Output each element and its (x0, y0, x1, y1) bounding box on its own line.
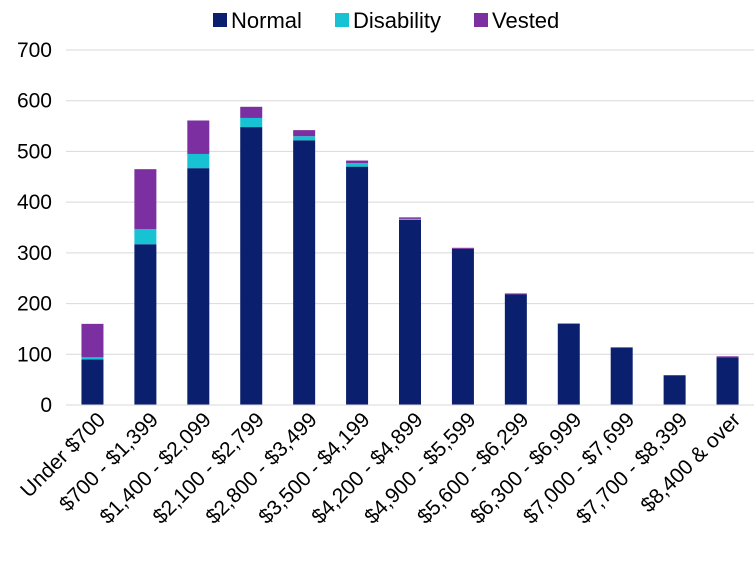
bar-disability-3-500-4-199 (346, 163, 369, 167)
bar-vested-8-400-over (716, 356, 739, 358)
bar-vested-5-600-6-299 (504, 293, 527, 295)
bar-vested-700-1-399 (134, 169, 157, 230)
bar-vested-2-800-3-499 (293, 130, 316, 137)
y-tick-label-500: 500 (17, 140, 52, 163)
legend-label-vested: Vested (492, 8, 559, 33)
legend-swatch-normal (213, 13, 227, 27)
bar-normal-2-100-2-799 (240, 127, 263, 405)
bar-disability-700-1-399 (134, 229, 157, 245)
bar-normal-1-400-2-099 (187, 168, 210, 405)
bar-vested-7-000-7-699 (610, 347, 633, 348)
legend-swatch-vested (474, 13, 488, 27)
y-axis: 0 100 200 300 400 500 600 700 (17, 39, 52, 417)
bar-disability-1-400-2-099 (187, 153, 210, 169)
bar-normal-7-700-8-399 (663, 375, 686, 405)
bar-vested-2-100-2-799 (240, 106, 263, 118)
legend-swatch-disability (335, 13, 349, 27)
x-axis: Under $700$700 - $1,399$1,400 - $2,099$2… (16, 408, 745, 528)
bar-normal-under-700 (81, 359, 104, 405)
bar-normal-6-300-6-999 (557, 323, 580, 405)
bar-disability-under-700 (81, 357, 104, 360)
legend-label-disability: Disability (353, 8, 441, 33)
bar-vested-7-700-8-399 (663, 375, 686, 376)
bar-disability-2-100-2-799 (240, 117, 263, 128)
bar-normal-5-600-6-299 (504, 294, 527, 405)
legend: Normal Disability Vested (213, 8, 559, 33)
bar-normal-2-800-3-499 (293, 140, 316, 405)
legend-label-normal: Normal (231, 8, 302, 33)
bar-vested-3-500-4-199 (346, 160, 369, 164)
bar-normal-8-400-over (716, 357, 739, 405)
y-tick-label-200: 200 (17, 293, 52, 316)
bar-normal-700-1-399 (134, 244, 157, 405)
y-tick-label-300: 300 (17, 242, 52, 265)
bar-vested-under-700 (81, 323, 104, 358)
y-tick-label-600: 600 (17, 90, 52, 113)
y-tick-label-0: 0 (40, 394, 52, 417)
bar-disability-2-800-3-499 (293, 136, 316, 141)
bar-vested-4-200-4-899 (399, 217, 421, 219)
bar-vested-4-900-5-599 (451, 247, 474, 249)
bar-normal-4-200-4-899 (399, 219, 421, 405)
bar-normal-3-500-4-199 (346, 166, 369, 405)
bar-vested-6-300-6-999 (557, 323, 580, 324)
bars (81, 106, 739, 405)
y-tick-label-400: 400 (17, 191, 52, 214)
bar-normal-4-900-5-599 (451, 248, 474, 405)
bar-vested-1-400-2-099 (187, 120, 210, 154)
bar-normal-7-000-7-699 (610, 347, 633, 405)
bar-disability-4-200-4-899 (399, 218, 421, 220)
y-tick-label-700: 700 (17, 39, 52, 62)
y-tick-label-100: 100 (17, 343, 52, 366)
